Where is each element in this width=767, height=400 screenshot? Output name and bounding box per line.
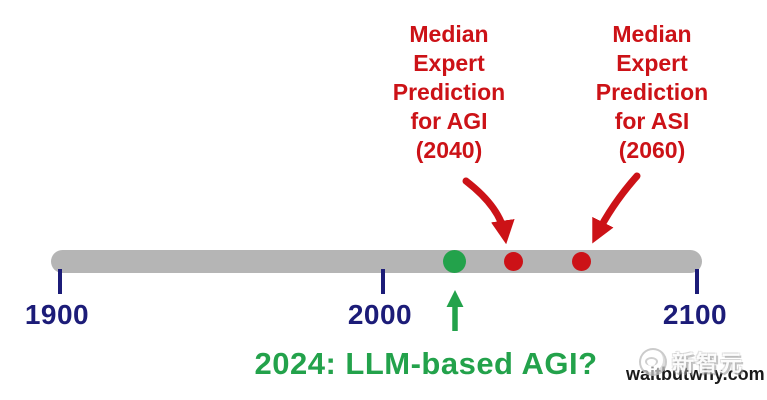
- waitbutwhy-watermark: waitbutwhy.com: [626, 364, 765, 384]
- asi-label-line: Expert: [616, 50, 688, 76]
- asi-label-line: (2060): [618, 137, 686, 163]
- year-label-1900: 1900: [24, 299, 90, 330]
- asi-label-line: Median: [612, 21, 692, 47]
- timeline-point-2040-red: [504, 252, 523, 271]
- agi-prediction-label: Median Expert Prediction for AGI (2040): [339, 20, 559, 165]
- asi-arrow: [592, 172, 641, 244]
- llm-agi-caption: 2024: LLM-based AGI?: [254, 346, 598, 381]
- year-label-2100: 2100: [662, 299, 728, 330]
- timeline-point-2060-red: [572, 252, 591, 271]
- agi-label-line: Prediction: [392, 79, 506, 105]
- agi-label-line: Expert: [413, 50, 485, 76]
- timeline-point-2024-green: [443, 250, 466, 273]
- tick-2100: [695, 269, 699, 294]
- tick-1900: [58, 269, 62, 294]
- asi-label-line: for ASI: [614, 108, 690, 134]
- agi-arrow: [462, 177, 515, 245]
- agi-label-line: for AGI: [410, 108, 488, 134]
- year-label-2000: 2000: [347, 299, 413, 330]
- asi-label-line: Prediction: [595, 79, 709, 105]
- tick-2000: [381, 269, 385, 294]
- agi-label-line: Median: [409, 21, 489, 47]
- agi-label-line: (2040): [415, 137, 483, 163]
- timeline-bar: [51, 250, 702, 273]
- asi-prediction-label: Median Expert Prediction for ASI (2060): [542, 20, 762, 165]
